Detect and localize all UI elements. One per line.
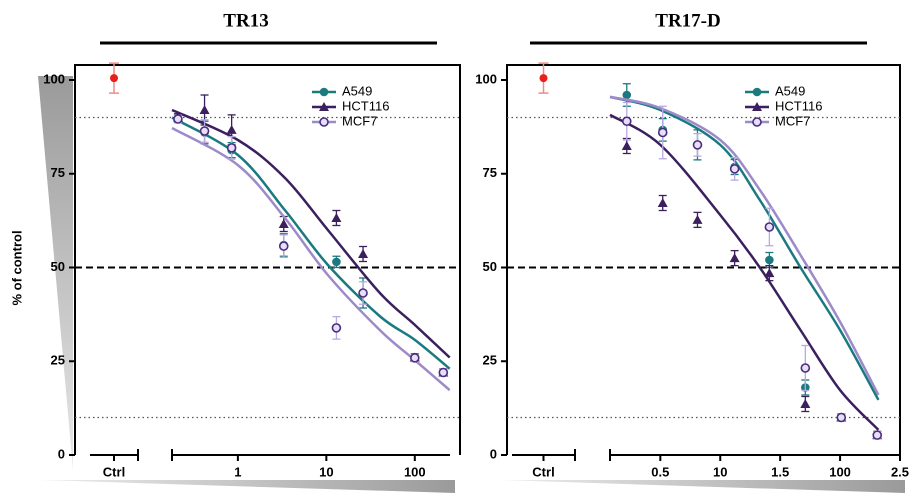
- y-tick-label: 0: [490, 446, 497, 461]
- data-point: [764, 222, 775, 232]
- legend-label: MCF7: [775, 113, 810, 128]
- data-point: [872, 430, 883, 440]
- data-point: [692, 140, 703, 150]
- y-tick-label: 100: [475, 71, 497, 86]
- data-point: [199, 105, 210, 114]
- data-point: [764, 268, 775, 278]
- data-point: [836, 412, 847, 423]
- data-point: [621, 141, 632, 150]
- x-tick-label: 10: [713, 464, 727, 479]
- data-point: [800, 363, 811, 373]
- data-point: [331, 323, 342, 333]
- x-tick-label: 0.5: [651, 464, 669, 479]
- chart-title: TR13: [223, 10, 268, 31]
- y-axis-label: % of control: [9, 230, 24, 305]
- ctrl-label: Ctrl: [103, 464, 125, 479]
- x-tick-label: 10: [319, 464, 333, 479]
- legend-label: HCT116: [342, 98, 389, 113]
- data-point: [199, 126, 210, 136]
- y-tick-label: 25: [51, 353, 65, 368]
- legend-label: A549: [342, 83, 372, 98]
- data-point: [657, 198, 668, 207]
- data-point: [409, 353, 420, 363]
- data-point: [622, 90, 632, 100]
- legend-label: MCF7: [342, 113, 377, 128]
- fit-curve: [171, 126, 451, 392]
- data-point: [765, 255, 774, 265]
- data-point: [226, 143, 237, 153]
- data-point: [331, 213, 342, 222]
- legend-marker: [752, 102, 762, 111]
- data-point: [729, 164, 740, 174]
- data-point: [358, 249, 369, 258]
- data-point: [692, 214, 703, 224]
- y-tick-label: 50: [51, 259, 65, 274]
- legend-label: HCT116: [775, 98, 822, 113]
- y-tick-label: 75: [51, 165, 65, 180]
- ctrl-point: [110, 74, 118, 83]
- fit-curve: [171, 108, 451, 359]
- y-tick-label: 50: [483, 259, 497, 274]
- fit-curve: [171, 116, 451, 370]
- data-point: [226, 124, 237, 134]
- ctrl-point: [539, 74, 548, 83]
- data-point: [657, 127, 668, 138]
- legend-marker: [752, 87, 762, 97]
- dose-wedge: [500, 480, 905, 493]
- plot-frame: [74, 64, 461, 455]
- plot-frame: [506, 64, 901, 455]
- data-point: [800, 399, 811, 408]
- data-point: [278, 219, 289, 228]
- legend-marker: [319, 117, 329, 127]
- ctrl-label: Ctrl: [532, 464, 554, 479]
- y-tick-label: 25: [483, 353, 497, 368]
- dose-wedge: [40, 480, 455, 493]
- x-tick-label: 2.5: [891, 464, 909, 479]
- y-tick-label: 0: [58, 446, 65, 461]
- dose-wedge: [38, 76, 73, 470]
- y-tick-label: 100: [43, 71, 65, 86]
- x-tick-label: 100: [829, 464, 851, 479]
- data-point: [332, 257, 341, 267]
- fit-curve: [609, 95, 880, 401]
- x-tick-label: 1: [234, 464, 241, 479]
- x-tick-label: 100: [404, 464, 426, 479]
- legend-label: A549: [775, 83, 805, 98]
- x-tick-label: 1.5: [771, 464, 789, 479]
- legend-marker: [752, 117, 762, 127]
- legend-marker: [319, 87, 329, 97]
- legend-marker: [319, 102, 329, 111]
- data-point: [358, 288, 368, 298]
- fit-curve: [609, 95, 880, 396]
- data-point: [278, 241, 289, 251]
- data-point: [173, 114, 183, 124]
- fit-curve: [609, 113, 880, 431]
- y-tick-label: 75: [483, 165, 497, 180]
- data-point: [621, 116, 632, 127]
- data-point: [438, 367, 449, 378]
- chart-title: TR17-D: [655, 10, 720, 31]
- data-point: [729, 253, 740, 263]
